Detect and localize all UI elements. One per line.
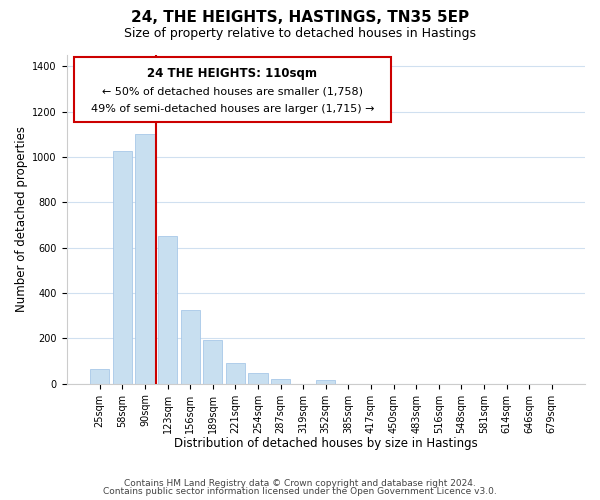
Text: Size of property relative to detached houses in Hastings: Size of property relative to detached ho…	[124, 28, 476, 40]
Bar	[203, 340, 223, 384]
Bar	[158, 236, 177, 384]
Text: 24 THE HEIGHTS: 110sqm: 24 THE HEIGHTS: 110sqm	[148, 66, 317, 80]
Bar	[248, 373, 268, 384]
Text: ← 50% of detached houses are smaller (1,758): ← 50% of detached houses are smaller (1,…	[102, 86, 363, 96]
X-axis label: Distribution of detached houses by size in Hastings: Distribution of detached houses by size …	[174, 437, 478, 450]
FancyBboxPatch shape	[74, 56, 391, 122]
Text: 24, THE HEIGHTS, HASTINGS, TN35 5EP: 24, THE HEIGHTS, HASTINGS, TN35 5EP	[131, 10, 469, 25]
Bar	[113, 152, 132, 384]
Bar	[90, 369, 109, 384]
Y-axis label: Number of detached properties: Number of detached properties	[15, 126, 28, 312]
Text: 49% of semi-detached houses are larger (1,715) →: 49% of semi-detached houses are larger (…	[91, 104, 374, 115]
Bar	[271, 378, 290, 384]
Bar	[181, 310, 200, 384]
Bar	[226, 364, 245, 384]
Bar	[135, 134, 155, 384]
Text: Contains HM Land Registry data © Crown copyright and database right 2024.: Contains HM Land Registry data © Crown c…	[124, 478, 476, 488]
Text: Contains public sector information licensed under the Open Government Licence v3: Contains public sector information licen…	[103, 487, 497, 496]
Bar	[316, 380, 335, 384]
